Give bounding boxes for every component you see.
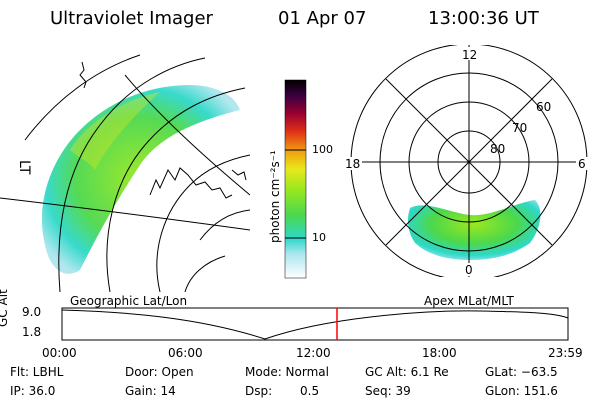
info-dsp-value: 0.5: [300, 384, 320, 398]
aurora-band-geo: [41, 85, 240, 274]
header-time: 13:00:36 UT: [428, 8, 539, 29]
info-flt: Flt: LBHL: [10, 365, 64, 379]
xtick-0600: 06:00: [168, 346, 203, 360]
orbit-ylabel: GC Alt: [0, 289, 10, 327]
info-ip: IP: 36.0: [10, 384, 56, 398]
lat-label-80: 80: [490, 142, 505, 156]
mlt-label-6: 6: [578, 157, 586, 171]
corner-mark: LT: [16, 160, 32, 175]
coastline: [231, 169, 247, 181]
xtick-0000: 00:00: [42, 346, 77, 360]
polar-axis-diagonal: [385, 78, 553, 246]
mlt-label-18: 18: [345, 157, 360, 171]
orbit-plot-frame: [61, 307, 569, 341]
colorbar-unit-label: photon cm⁻²s⁻¹: [268, 150, 282, 243]
orbit-altitude-plot: [61, 307, 569, 341]
info-seq: Seq: 39: [365, 384, 411, 398]
xtick-2359: 23:59: [548, 346, 583, 360]
info-glon: GLon: 151.6: [485, 384, 558, 398]
info-gcalt: GC Alt: 6.1 Re: [365, 365, 449, 379]
info-gain: Gain: 14: [125, 384, 176, 398]
orbit-ytick-top: 9.0: [22, 305, 42, 319]
geographic-map-panel: LT: [0, 54, 250, 292]
geo-panel-label: Geographic Lat/Lon: [70, 294, 188, 308]
info-mode: Mode: Normal: [245, 365, 329, 379]
xtick-1800: 18:00: [422, 346, 457, 360]
geo-grid-line: [58, 57, 206, 292]
geo-grid-line: [184, 255, 226, 292]
info-glat: GLat: −63.5: [485, 365, 558, 379]
app-title: Ultraviolet Imager: [50, 8, 213, 29]
lat-label-70: 70: [512, 121, 527, 135]
geo-grid-line: [106, 87, 246, 292]
polar-panel-label: Apex MLat/MLT: [424, 294, 514, 308]
colorbar-tick-100: 100: [312, 143, 333, 156]
coastline: [79, 61, 87, 89]
orbit-ytick-bottom: 1.8: [22, 325, 42, 339]
header-date: 01 Apr 07: [278, 8, 367, 29]
geo-grid-line: [199, 209, 250, 241]
info-door: Door: Open: [125, 365, 194, 379]
colorbar-tick-10: 10: [312, 231, 326, 244]
lat-label-60: 60: [536, 100, 551, 114]
xtick-1200: 12:00: [296, 346, 331, 360]
geo-grid-line: [24, 54, 141, 141]
geo-grid-line: [0, 197, 250, 231]
colorbar: 100 10 photon cm⁻²s⁻¹: [268, 79, 333, 279]
altitude-curve: [61, 309, 569, 340]
geo-grid-line: [124, 74, 250, 196]
mlt-label-0: 0: [465, 263, 473, 277]
polar-map-panel: 12 18 6 0 60 70 80: [344, 45, 588, 277]
mlt-label-12: 12: [462, 48, 477, 62]
coastline: [149, 167, 233, 199]
geo-grid-line: [156, 154, 250, 292]
info-dsp-label: Dsp:: [245, 384, 273, 398]
colorbar-gradient: [284, 79, 307, 279]
